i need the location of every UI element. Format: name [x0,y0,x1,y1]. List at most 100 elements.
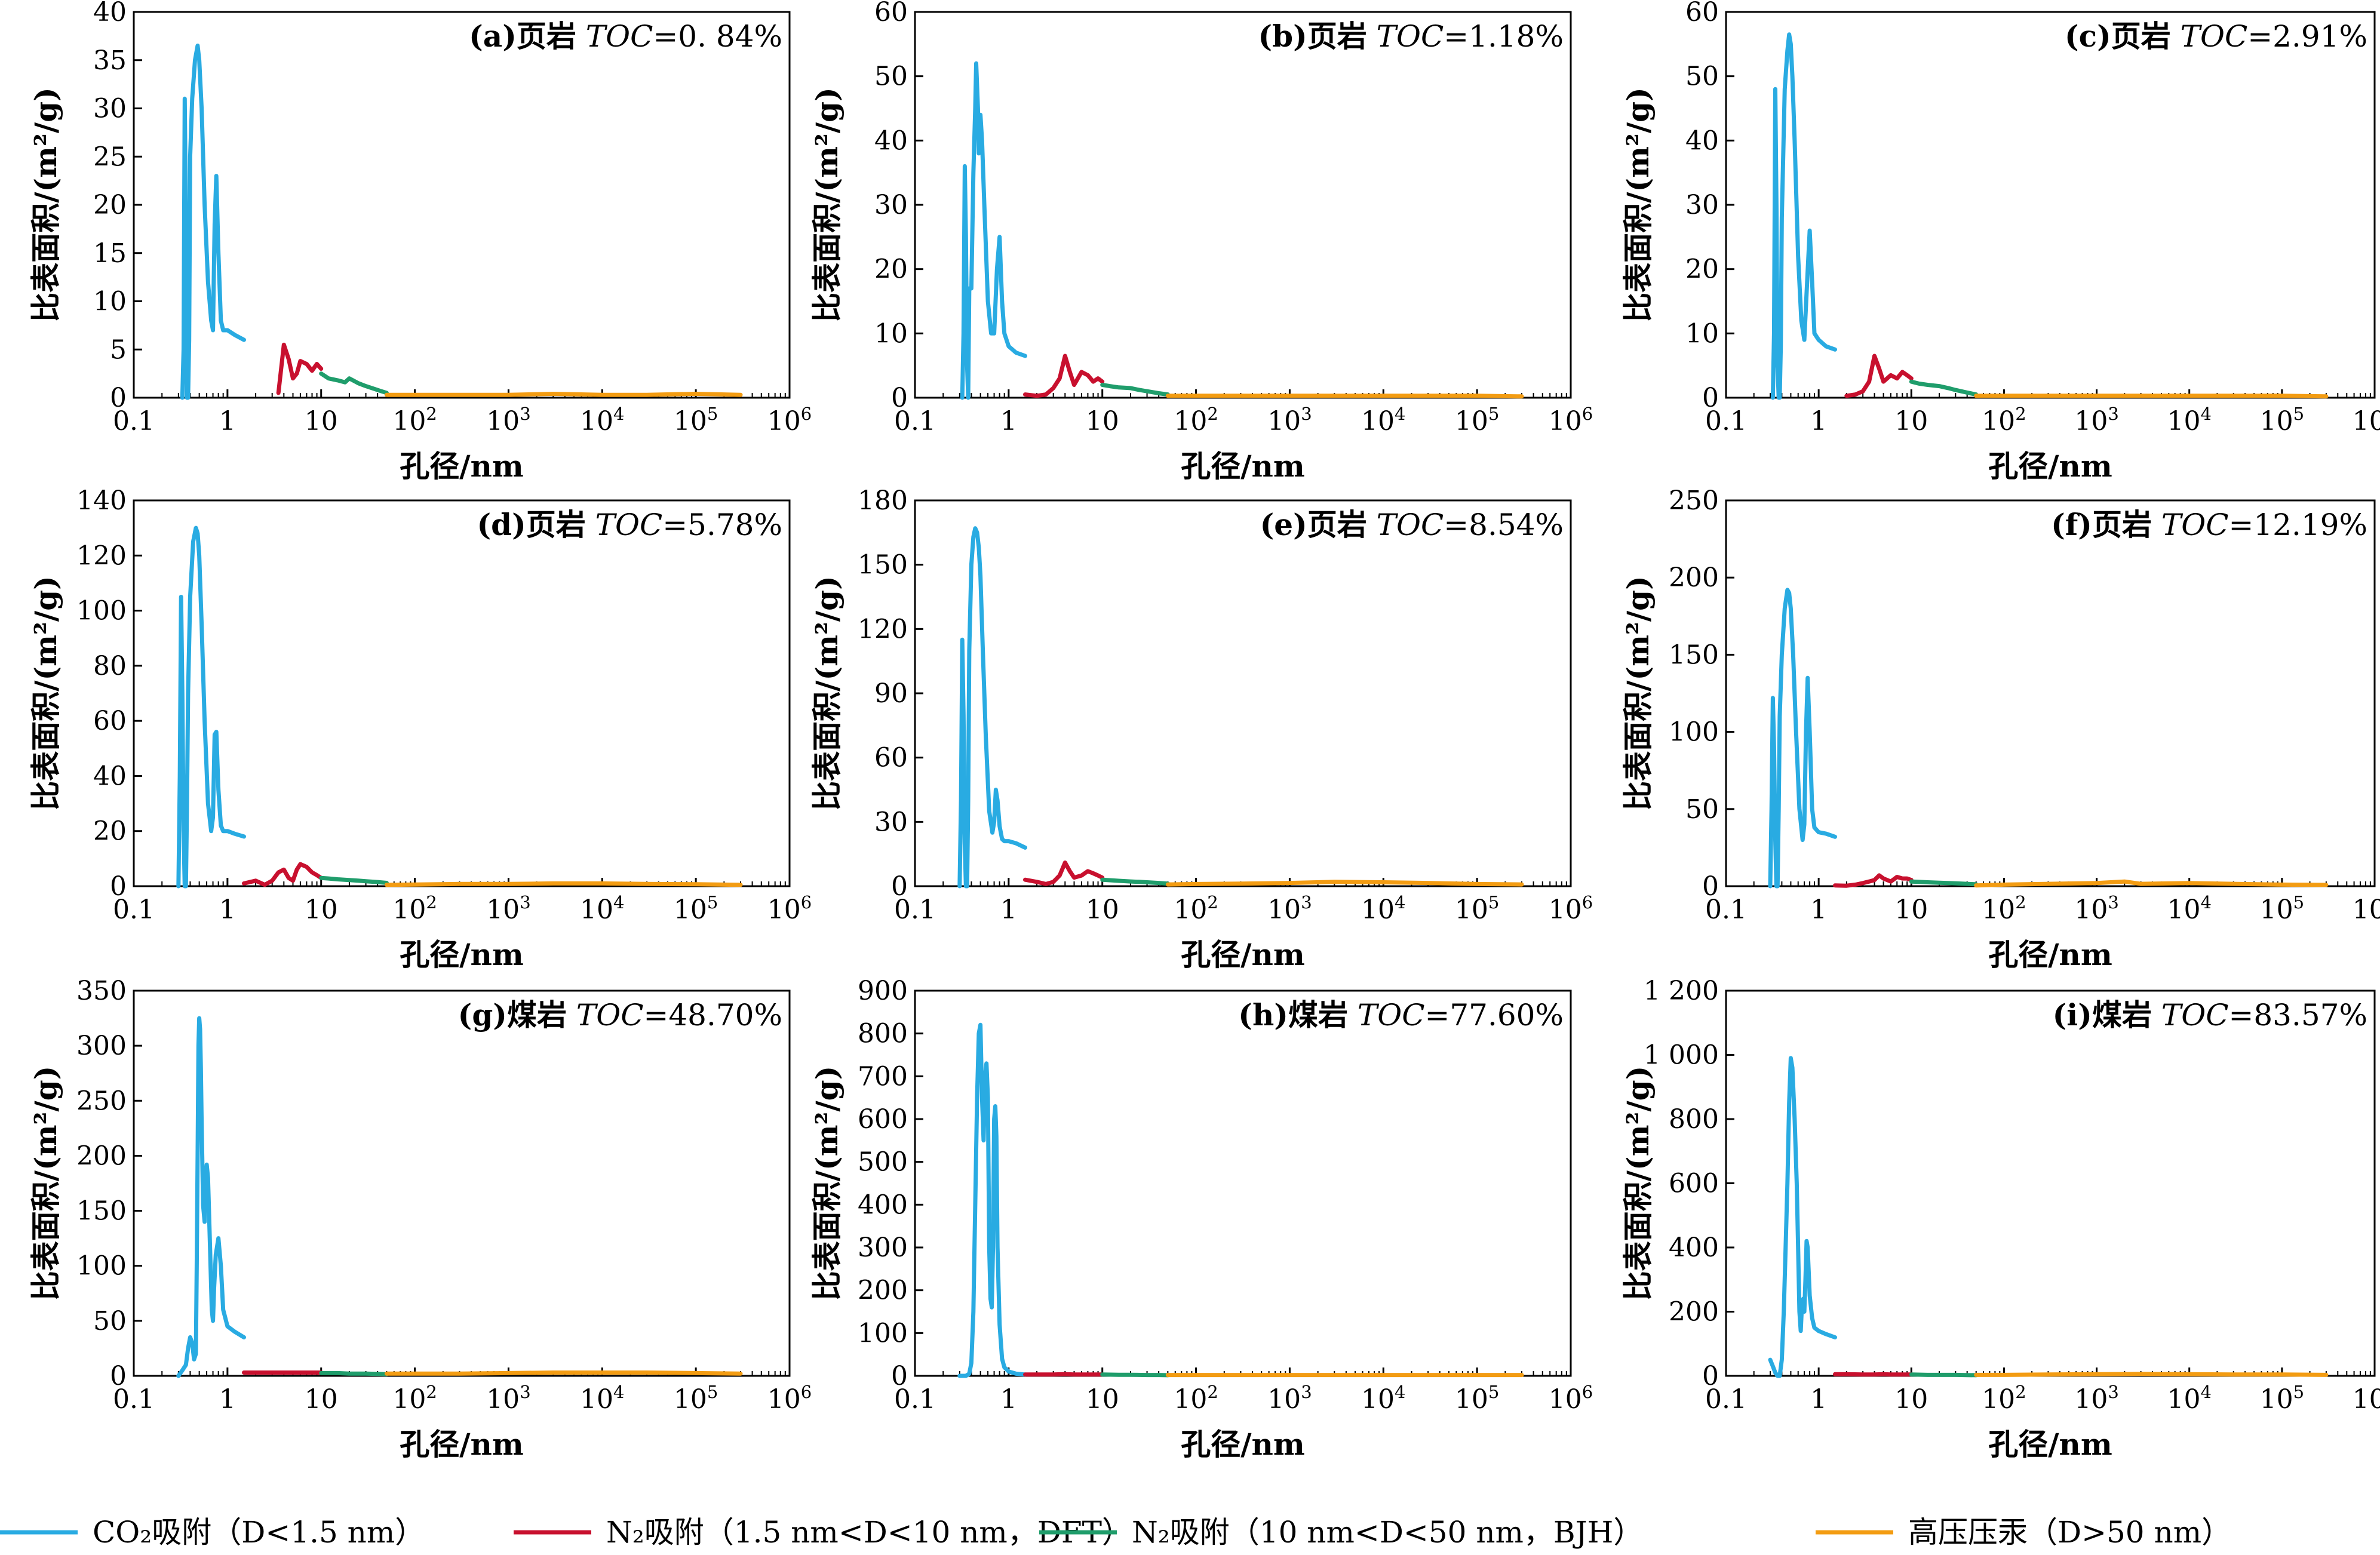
x-tick-label: 105 [674,404,718,437]
x-tick-label: 103 [1267,1382,1312,1415]
series-line-3 [319,371,389,395]
legend-label: N₂吸附（10 nm<D<50 nm，BJH） [1132,1515,1643,1550]
x-tick-label: 106 [767,1382,812,1415]
plot-frame [914,989,1572,1377]
series-line-1 [1768,1056,1837,1378]
x-axis-label: 孔径/nm [1988,448,2112,484]
x-tick-label: 104 [1361,892,1405,925]
x-tick-label: 10 [305,406,338,437]
panel-title: (i)煤岩 TOC=83.57% [2053,997,2367,1032]
x-tick-label: 102 [1982,892,2026,925]
y-tick-label: 60 [93,706,127,736]
series-line-1 [176,1016,246,1378]
y-tick-label: 50 [874,62,908,92]
y-tick-label: 0 [110,383,127,413]
x-axis-label: 孔径/nm [1181,448,1305,484]
y-tick-label: 250 [76,1086,127,1116]
series-line-2 [276,342,324,395]
x-tick-label: 102 [1174,1382,1218,1415]
y-tick-label: 150 [1669,640,1719,670]
x-tick-label: 10 [305,895,338,925]
y-tick-label: 900 [858,976,908,1006]
panel-title: (f)页岩 TOC=12.19% [2051,507,2367,542]
y-tick-label: 50 [93,1306,127,1336]
y-axis-label: 比表面积/(m²/g) [28,576,63,811]
series-line-3 [319,1370,389,1376]
y-tick-label: 50 [1685,62,1719,92]
series-line-1 [957,526,1027,889]
y-tick-label: 250 [1669,485,1719,516]
y-tick-label: 600 [1669,1169,1719,1199]
series-line-3 [1909,379,1979,397]
x-tick-label: 10 [305,1384,338,1415]
x-tick-label: 106 [767,404,812,437]
series-line-1 [180,44,246,400]
x-tick-label: 104 [2167,892,2211,925]
panel-title: (d)页岩 TOC=5.78% [477,507,782,542]
y-axis-label: 比表面积/(m²/g) [809,87,844,322]
plot-frame [914,11,1572,399]
legend: CO₂吸附（D<1.5 nm） N₂吸附（1.5 nm<D<10 nm，DFT） N… [0,1515,2231,1550]
y-tick-label: 60 [1685,0,1719,27]
y-tick-label: 0 [891,1361,908,1391]
y-axis-label: 比表面积/(m²/g) [1620,576,1656,811]
x-tick-label: 104 [580,1382,624,1415]
y-tick-label: 700 [858,1061,908,1092]
y-tick-label: 200 [76,1141,127,1171]
x-axis-label: 孔径/nm [400,937,524,972]
y-tick-label: 800 [1669,1104,1719,1135]
panel-title: (e)页岩 TOC=8.54% [1260,507,1564,542]
x-tick-label: 0.1 [113,895,155,925]
x-tick-label: 10 [1086,895,1119,925]
x-tick-label: 1 [219,406,236,437]
x-tick-label: 104 [580,892,624,925]
x-tick-label: 106 [1549,892,1593,925]
plot-frame [1725,499,2376,887]
x-tick-label: 106 [1549,404,1593,437]
x-tick-label: 0.1 [1705,1384,1747,1415]
y-tick-label: 20 [1685,254,1719,285]
y-tick-label: 800 [858,1019,908,1049]
x-tick-label: 105 [1455,404,1499,437]
panel-h: 0.1 1 10 102 103 104 105 106 0 100 200 300 400 500 600… [809,976,1593,1462]
plot-frame [133,499,791,887]
x-tick-label: 104 [1361,1382,1405,1415]
panel-f: 0.1 1 10 102 103 104 105 106 0 50 100 150 200 250 孔径/n… [1620,485,2380,972]
y-tick-label: 80 [93,651,127,681]
y-tick-label: 500 [858,1147,908,1178]
x-tick-label: 1 [1000,1384,1017,1415]
x-axis-label: 孔径/nm [1181,937,1305,972]
y-tick-label: 30 [874,807,908,837]
x-axis-label: 孔径/nm [1181,1427,1305,1462]
series-line-4 [1974,1372,2329,1377]
y-tick-label: 30 [1685,190,1719,220]
x-tick-label: 106 [767,892,812,925]
x-tick-label: 104 [580,404,624,437]
x-tick-label: 1 [1810,406,1827,437]
y-axis-label: 比表面积/(m²/g) [1620,1066,1656,1301]
series-line-4 [1165,394,1524,399]
x-tick-label: 106 [2353,1382,2380,1415]
x-tick-label: 102 [392,892,437,925]
x-tick-label: 105 [2260,892,2304,925]
series-line-1 [960,61,1027,400]
x-tick-label: 1 [1810,895,1827,925]
y-tick-label: 100 [858,1318,908,1348]
y-tick-label: 350 [76,976,127,1006]
y-tick-label: 5 [110,334,127,365]
panel-i: 0.1 1 10 102 103 104 105 106 0 200 400 600 800 1 000 1… [1620,976,2380,1462]
y-tick-label: 200 [1669,563,1719,593]
x-tick-label: 105 [1455,1382,1499,1415]
legend-label: CO₂吸附（D<1.5 nm） [93,1515,425,1550]
x-tick-label: 102 [392,404,437,437]
x-axis-label: 孔径/nm [1988,1427,2112,1462]
y-tick-label: 60 [874,0,908,27]
series-line-2 [1833,1372,1914,1377]
y-axis-label: 比表面积/(m²/g) [809,1066,844,1301]
series-line-1 [1770,32,1837,400]
panel-a: 0.1 1 10 102 103 104 105 106 0 5 10 15 20 25 30 35 40 孔径/… [28,0,812,484]
y-tick-label: 400 [1669,1233,1719,1263]
y-tick-label: 40 [874,125,908,156]
x-tick-label: 10 [1086,406,1119,437]
